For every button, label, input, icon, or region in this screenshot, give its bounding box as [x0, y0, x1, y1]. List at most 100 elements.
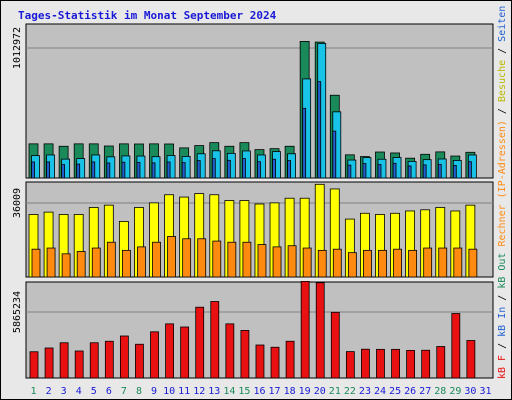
bar-besuche-day-29 — [453, 247, 463, 278]
bar-kbf-day-17 — [270, 346, 280, 379]
bar-kbf-day-15 — [240, 330, 250, 379]
bar-besuche-day-27 — [423, 247, 433, 278]
bar-kbf-day-7 — [119, 335, 129, 379]
bar-seiten-day-9 — [151, 162, 156, 179]
x-label-day-7: 7 — [121, 386, 127, 397]
bar-kbf-day-23 — [361, 348, 370, 379]
bar-kbf-day-25 — [391, 348, 400, 379]
bar-seiten-day-14 — [226, 159, 231, 179]
bar-kbf-day-22 — [345, 351, 355, 379]
y-max-label-middle: 36009 — [12, 188, 23, 218]
x-label-day-9: 9 — [151, 386, 157, 397]
bar-kbf-day-1 — [29, 351, 39, 379]
bar-seiten-day-23 — [362, 163, 367, 179]
legend-segment: / — [497, 42, 508, 60]
x-label-day-16: 16 — [253, 386, 265, 397]
bar-besuche-day-1 — [31, 248, 41, 278]
x-label-day-5: 5 — [91, 386, 97, 397]
bar-besuche-day-28 — [438, 247, 448, 278]
bar-besuche-day-18 — [287, 245, 297, 278]
bar-besuche-day-24 — [378, 249, 387, 278]
x-label-day-4: 4 — [76, 386, 82, 397]
bar-kbf-day-18 — [285, 340, 295, 379]
x-label-day-18: 18 — [284, 386, 296, 397]
bar-besuche-day-30 — [468, 248, 478, 278]
x-label-day-10: 10 — [163, 386, 175, 397]
bar-kbf-day-24 — [376, 348, 385, 379]
bar-seiten-day-2 — [46, 161, 50, 179]
bar-kbf-day-13 — [210, 301, 220, 379]
x-label-day-14: 14 — [223, 386, 235, 397]
bar-besuche-day-26 — [408, 249, 418, 278]
legend-segment: / — [497, 1, 508, 6]
bar-seiten-day-7 — [121, 161, 126, 179]
bar-besuche-day-7 — [121, 249, 131, 278]
bar-besuche-day-6 — [106, 241, 116, 278]
x-label-day-2: 2 — [46, 386, 52, 397]
bar-besuche-day-23 — [363, 249, 372, 278]
bar-kbf-day-29 — [451, 313, 461, 379]
x-label-day-13: 13 — [208, 386, 220, 397]
bar-kbf-day-9 — [150, 331, 159, 379]
bar-seiten-day-5 — [91, 161, 96, 179]
bar-seiten-day-4 — [76, 163, 81, 179]
bar-kbf-day-16 — [255, 344, 265, 379]
x-label-day-26: 26 — [404, 386, 416, 397]
bar-seiten-day-12 — [196, 160, 201, 179]
bar-seiten-day-16 — [257, 161, 261, 179]
legend-segment: kB Out — [497, 253, 508, 289]
bar-kbf-day-20 — [315, 282, 325, 379]
page-title: Tages-Statistik im Monat September 2024 — [18, 9, 277, 22]
x-label-day-8: 8 — [136, 386, 142, 397]
bar-seiten-day-30 — [467, 161, 472, 179]
bar-seiten-day-8 — [136, 161, 141, 179]
bar-besuche-day-8 — [137, 246, 146, 278]
bar-kbf-day-21 — [330, 311, 340, 379]
bar-besuche-day-13 — [212, 240, 222, 278]
legend-segment: / — [497, 337, 508, 355]
bar-kbf-day-28 — [436, 346, 446, 379]
bar-seiten-day-11 — [181, 162, 186, 179]
bar-besuche-day-2 — [46, 247, 56, 278]
bar-kbf-day-19 — [300, 280, 310, 379]
legend-segment: / — [497, 289, 508, 307]
bar-kbf-day-30 — [466, 340, 476, 379]
x-label-day-3: 3 — [61, 386, 67, 397]
legend-segment: kB In — [497, 307, 508, 337]
bar-seiten-day-21 — [332, 130, 337, 179]
x-label-day-23: 23 — [359, 386, 371, 397]
legend-segment: Besuche — [497, 60, 508, 102]
x-label-day-6: 6 — [106, 386, 112, 397]
bar-kbf-day-11 — [180, 326, 190, 379]
x-label-day-27: 27 — [419, 386, 431, 397]
bar-kbf-day-26 — [406, 349, 416, 379]
y-max-label-bottom: 5865234 — [12, 291, 23, 333]
bar-besuche-day-20 — [317, 249, 327, 278]
legend-segment: Seiten — [497, 6, 508, 42]
legend-segment: kB F — [497, 355, 508, 379]
bar-seiten-day-27 — [422, 164, 427, 179]
bar-besuche-day-17 — [272, 246, 282, 278]
x-label-day-19: 19 — [299, 386, 311, 397]
bar-besuche-day-9 — [152, 241, 161, 278]
bar-seiten-day-3 — [61, 164, 66, 179]
bar-kbf-day-14 — [225, 323, 235, 379]
x-label-day-28: 28 — [434, 386, 446, 397]
bar-besuche-day-15 — [242, 241, 252, 278]
bar-besuche-day-21 — [332, 248, 342, 278]
bar-kbf-day-3 — [59, 342, 69, 379]
bar-seiten-day-13 — [211, 158, 216, 179]
x-label-day-22: 22 — [344, 386, 356, 397]
x-label-day-17: 17 — [269, 386, 281, 397]
x-label-day-20: 20 — [314, 386, 326, 397]
bar-besuche-day-11 — [182, 238, 192, 278]
bar-besuche-day-5 — [91, 247, 101, 278]
legend-segment: Rechner (IP-Adressen) — [497, 120, 508, 252]
bar-kbf-day-5 — [89, 342, 99, 379]
legend-segment: / — [497, 102, 508, 120]
bar-seiten-day-29 — [452, 165, 457, 179]
bar-kbf-day-8 — [135, 343, 144, 379]
x-label-day-24: 24 — [374, 386, 386, 397]
